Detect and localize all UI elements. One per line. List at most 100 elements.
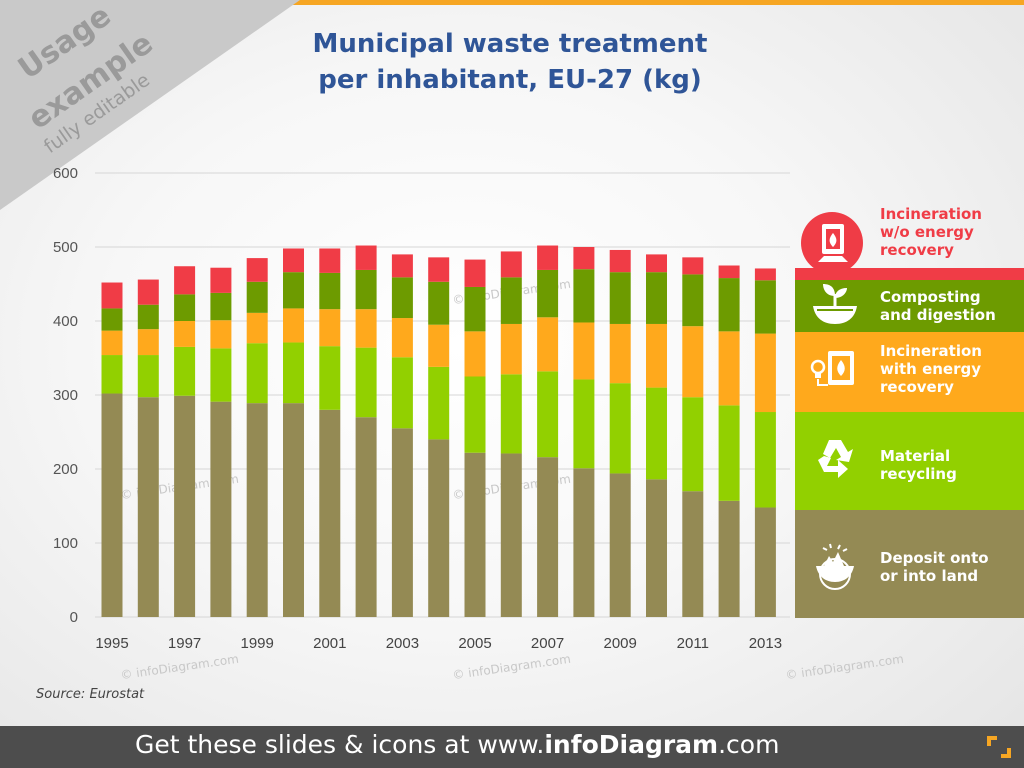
bar-segment-incineration-no-energy (283, 248, 304, 273)
legend-label-line: recycling (880, 465, 957, 483)
bar-segment-incineration-energy (718, 331, 740, 406)
bar-segment-incineration-energy (609, 323, 631, 384)
chart-title: Municipal waste treatment per inhabitant… (210, 26, 810, 98)
bar-segment-incineration-energy (174, 321, 196, 347)
bulb-fire-icon (810, 351, 854, 386)
x-tick-label: 2001 (313, 635, 346, 652)
bar-segment-composting (174, 294, 196, 321)
bar-segment-composting (646, 272, 667, 324)
y-tick-label: 200 (53, 461, 78, 478)
bar-segment-deposit (319, 409, 341, 617)
bar-segment-incineration-energy (391, 318, 413, 358)
bar-segment-deposit (718, 500, 740, 617)
bar-segment-incineration-no-energy (754, 268, 776, 281)
bar-segment-incineration-no-energy (246, 258, 268, 282)
fire-box-icon (818, 224, 848, 262)
y-tick-label: 100 (53, 535, 78, 552)
x-tick-label: 1997 (168, 635, 201, 652)
bar-segment-incineration-no-energy (500, 251, 522, 278)
bar-segment-incineration-energy (246, 312, 268, 344)
legend-label-line: Incineration (880, 205, 982, 223)
bar-segment-incineration-no-energy (137, 279, 159, 305)
bar-segment-deposit (391, 428, 413, 617)
bar-segment-incineration-energy (464, 331, 486, 377)
bar-segment-composting (210, 292, 232, 321)
infodiagram-logo-icon (987, 736, 1011, 758)
legend-label-line: recovery (880, 378, 954, 396)
bar-segment-deposit (754, 507, 776, 617)
bar-segment-deposit (355, 417, 377, 617)
bar-segment-incineration-no-energy (391, 254, 413, 278)
footer-text[interactable]: Get these slides & icons at www.infoDiag… (135, 730, 779, 759)
sprout-bowl-icon (813, 284, 857, 324)
recycle-icon (818, 440, 853, 478)
bar-segment-recycling (101, 355, 123, 394)
bar-segment-composting (355, 269, 377, 310)
x-tick-label: 1995 (95, 635, 128, 652)
bar-segment-recycling (464, 376, 486, 453)
bar-segment-incineration-energy (137, 329, 159, 356)
bar-segment-incineration-energy (573, 322, 595, 380)
bar-segment-recycling (718, 405, 740, 501)
legend-label-line: and digestion (880, 306, 996, 324)
x-tick-label: 2005 (458, 635, 491, 652)
x-tick-label: 2003 (386, 635, 419, 652)
bar-segment-composting (537, 269, 559, 318)
legend-label-line: with energy (880, 360, 982, 378)
bar-segment-composting (101, 308, 123, 331)
bar-segment-deposit (137, 397, 159, 617)
bar-segment-incineration-no-energy (646, 254, 667, 273)
bar-segment-recycling (210, 348, 232, 402)
bar-segment-recycling (573, 379, 595, 469)
bar-segment-recycling (319, 346, 341, 410)
bar-segment-incineration-no-energy (537, 245, 559, 270)
legend-band-incineration-no-energy (795, 268, 1024, 280)
bar-segment-composting (283, 272, 304, 309)
watermark: © infoDiagram.com (784, 651, 905, 683)
footer-suffix: .com (718, 730, 780, 759)
chart-title-line-2: per inhabitant, EU-27 (kg) (318, 65, 702, 95)
legend-band-recycling (795, 412, 1024, 510)
bar-segment-recycling (355, 347, 377, 418)
bar-segment-incineration-no-energy (428, 257, 450, 282)
stacked-bar-chart: 0 100 200 300 400 500 600 1995 1997 1999 2001 2003 2… (53, 165, 790, 652)
x-tick-label: 2011 (677, 635, 709, 652)
bar-segment-deposit (283, 403, 304, 617)
bar-segment-incineration-no-energy (464, 259, 486, 287)
bar-segment-deposit (210, 401, 232, 617)
bar-segment-incineration-energy (537, 317, 559, 372)
bar-segment-incineration-energy (355, 309, 377, 348)
legend-label-line: Incineration (880, 342, 982, 360)
bar-segment-composting (464, 286, 486, 332)
bar-segment-composting (573, 269, 595, 323)
y-tick-label: 500 (53, 239, 78, 256)
bar-segment-incineration-no-energy (718, 265, 740, 279)
bar-segment-incineration-no-energy (101, 282, 123, 309)
x-tick-label: 2013 (749, 635, 782, 652)
bar-segment-incineration-energy (283, 308, 304, 343)
bar-segment-incineration-energy (101, 330, 123, 356)
bar-segment-incineration-energy (428, 324, 450, 367)
bar-segment-recycling (754, 412, 776, 508)
bar-segment-recycling (246, 343, 268, 404)
bar-segment-recycling (646, 387, 667, 480)
bar-segment-recycling (500, 374, 522, 454)
bar-segment-composting (319, 272, 341, 310)
bar-segment-deposit (101, 393, 123, 617)
bar-segment-deposit (500, 453, 522, 617)
x-tick-label: 2007 (531, 635, 564, 652)
chart-title-line-1: Municipal waste treatment (312, 29, 708, 59)
bar-segment-recycling (682, 397, 704, 492)
bar-segment-composting (682, 274, 704, 327)
bar-segment-deposit (609, 473, 631, 617)
bar-segment-composting (500, 277, 522, 324)
x-tick-label: 1999 (241, 635, 274, 652)
bar-segment-incineration-energy (319, 309, 341, 347)
bar-segment-incineration-no-energy (174, 266, 196, 295)
bar-segment-deposit (646, 479, 667, 617)
footer-bar: Get these slides & icons at www.infoDiag… (0, 726, 1024, 768)
y-tick-label: 0 (70, 609, 78, 626)
landfill-icon (816, 543, 854, 590)
bar-segment-incineration-no-energy (573, 247, 595, 270)
bar-segment-composting (246, 281, 268, 313)
